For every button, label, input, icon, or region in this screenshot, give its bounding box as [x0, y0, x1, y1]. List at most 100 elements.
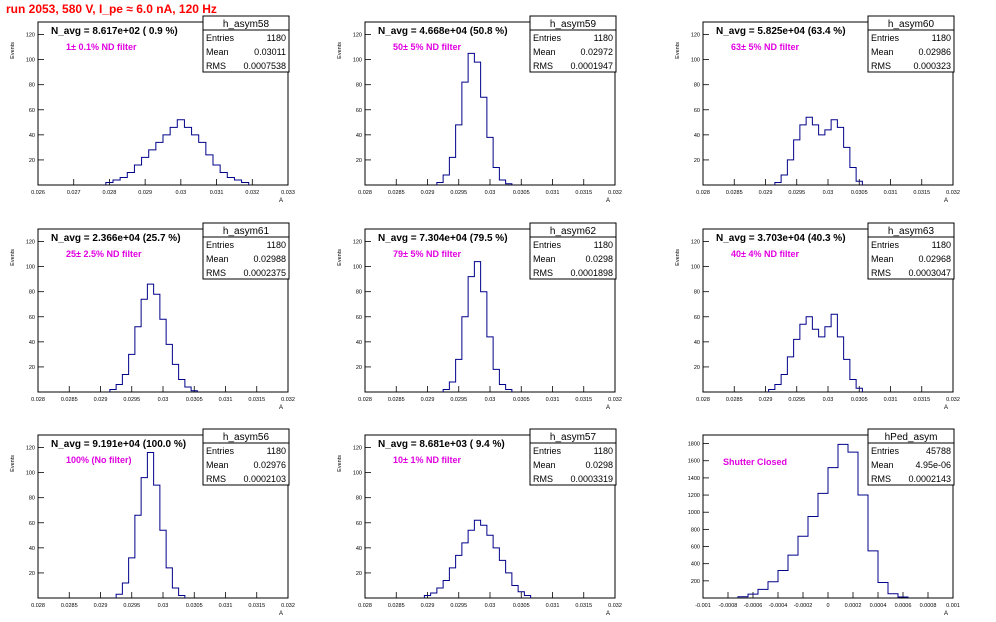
- x-tick-label: 0.03: [823, 190, 834, 196]
- stats-value: 1180: [594, 33, 613, 43]
- x-tick-label: 0.0002: [845, 603, 862, 609]
- y-axis-label: Events: [10, 455, 16, 472]
- plot-title: N_avg = 8.681e+03 ( 9.4 %): [378, 439, 505, 450]
- x-tick-label: 0.03: [485, 603, 496, 609]
- plot-title: N_avg = 3.703e+04 (40.3 %): [716, 233, 846, 244]
- stats-key: Entries: [206, 240, 235, 250]
- histogram-line: [115, 452, 186, 598]
- stats-value: 0.0002103: [243, 474, 286, 484]
- y-tick-label: 200: [691, 579, 700, 585]
- x-tick-label: 0.029: [94, 397, 108, 403]
- stats-key: RMS: [206, 61, 226, 71]
- y-tick-label: 120: [26, 240, 35, 246]
- x-tick-label: 0.031: [546, 603, 560, 609]
- x-tick-label: 0.029: [421, 190, 435, 196]
- x-tick-label: 0.029: [94, 603, 108, 609]
- stats-key: Mean: [206, 254, 229, 264]
- y-tick-label: 100: [353, 265, 362, 271]
- histogram-panel-h_asym56: 0.028 0.0285 0.029 0.0295 0.03 0.0305 0.031 0.0…: [10, 428, 295, 617]
- y-tick-label: 100: [353, 58, 362, 64]
- stats-key: Entries: [533, 240, 562, 250]
- x-tick-label: 0.032: [946, 397, 960, 403]
- stats-box: [529, 222, 617, 280]
- plot-title: N_avg = 2.366e+04 (25.7 %): [51, 233, 181, 244]
- y-tick-label: 1800: [688, 442, 700, 448]
- y-tick-label: 120: [353, 33, 362, 39]
- y-tick-label: 80: [356, 83, 362, 89]
- x-tick-label: 0.0295: [450, 190, 467, 196]
- y-axis-label: Events: [675, 42, 681, 59]
- histogram-line: [109, 283, 198, 392]
- y-tick-label: 20: [694, 365, 700, 371]
- histogram-panel-h_asym63: 0.028 0.0285 0.029 0.0295 0.03 0.0305 0.031 0.0…: [675, 222, 960, 411]
- x-tick-label: 0.0285: [388, 397, 405, 403]
- histogram-panel-hPed_asym: -0.001 -0.0008 -0.0006 -0.0004 -0.0002 0 0.000…: [688, 428, 960, 617]
- y-tick-label: 20: [356, 571, 362, 577]
- y-tick-label: 600: [691, 545, 700, 551]
- histogram-panel-h_asym59: 0.028 0.0285 0.029 0.0295 0.03 0.0305 0.031 0.0…: [337, 15, 622, 204]
- stats-key: RMS: [533, 268, 553, 278]
- stats-value: 1180: [594, 446, 613, 456]
- y-tick-label: 120: [691, 240, 700, 246]
- stats-value: 0.02988: [253, 254, 286, 264]
- stats-value: 0.0001947: [570, 61, 613, 71]
- stats-value: 0.0002375: [243, 268, 286, 278]
- filter-annotation: 63± 5% ND filter: [731, 42, 799, 52]
- x-tick-label: 0.032: [946, 190, 960, 196]
- x-tick-label: 0.029: [421, 397, 435, 403]
- plots-grid: 0.026 0.027 0.028 0.029 0.03 0.031 0.032 0.033 2…: [10, 15, 960, 617]
- stats-key: Mean: [206, 460, 229, 470]
- stats-name: h_asym62: [550, 226, 597, 237]
- plot-title: N_avg = 4.668e+04 (50.8 %): [378, 26, 508, 37]
- stats-name: h_asym56: [223, 432, 270, 443]
- x-tick-label: 0.028: [696, 190, 710, 196]
- stats-key: RMS: [206, 474, 226, 484]
- x-tick-label: 0.001: [946, 603, 960, 609]
- x-tick-label: 0.028: [31, 603, 45, 609]
- stats-key: Entries: [871, 33, 900, 43]
- x-tick-label: 0.0295: [123, 603, 140, 609]
- x-tick-label: 0.0305: [186, 397, 203, 403]
- x-axis-label: A: [279, 405, 283, 411]
- x-tick-label: 0.031: [546, 190, 560, 196]
- stats-box: [202, 15, 290, 73]
- y-tick-label: 1400: [688, 476, 700, 482]
- x-tick-label: 0.0305: [513, 190, 530, 196]
- stats-value: 0.0003047: [908, 268, 951, 278]
- y-tick-label: 20: [356, 365, 362, 371]
- y-tick-label: 20: [29, 571, 35, 577]
- stats-value: 1180: [932, 240, 951, 250]
- y-tick-label: 40: [29, 133, 35, 139]
- histogram-panel-h_asym60: 0.028 0.0285 0.029 0.0295 0.03 0.0305 0.031 0.0…: [675, 15, 960, 204]
- x-tick-label: 0.029: [138, 190, 152, 196]
- x-tick-label: 0.032: [281, 397, 295, 403]
- stats-name: h_asym60: [888, 19, 935, 30]
- y-tick-label: 40: [29, 546, 35, 552]
- y-tick-label: 20: [29, 365, 35, 371]
- y-tick-label: 40: [356, 340, 362, 346]
- y-tick-label: 80: [694, 290, 700, 296]
- stats-key: Entries: [206, 446, 235, 456]
- x-tick-label: 0.028: [358, 190, 372, 196]
- plot-title: N_avg = 7.304e+04 (79.5 %): [378, 233, 508, 244]
- y-tick-label: 60: [29, 315, 35, 321]
- filter-annotation: 10± 1% ND filter: [393, 455, 461, 465]
- y-axis-label: Events: [10, 42, 16, 59]
- stats-value: 0.03011: [254, 47, 286, 57]
- x-tick-label: 0.03: [823, 397, 834, 403]
- x-tick-label: 0.0315: [575, 397, 592, 403]
- x-tick-label: 0.031: [884, 190, 898, 196]
- stats-key: RMS: [871, 61, 891, 71]
- x-axis-label: A: [279, 611, 283, 617]
- x-tick-label: 0.0305: [186, 603, 203, 609]
- x-tick-label: 0.0295: [788, 397, 805, 403]
- x-axis-label: A: [606, 405, 610, 411]
- stats-key: Mean: [871, 460, 894, 470]
- x-tick-label: 0.029: [759, 190, 773, 196]
- x-tick-label: 0.028: [358, 397, 372, 403]
- y-tick-label: 20: [356, 158, 362, 164]
- x-tick-label: 0.03: [485, 397, 496, 403]
- stats-name: h_asym57: [550, 432, 597, 443]
- y-tick-label: 40: [694, 133, 700, 139]
